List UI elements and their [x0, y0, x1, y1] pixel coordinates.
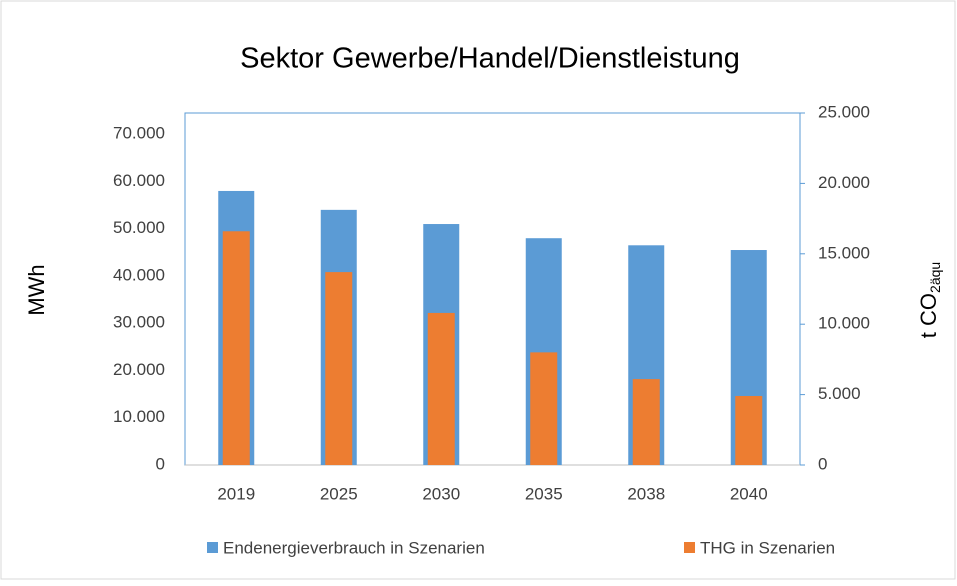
- x-tick-label: 2019: [217, 484, 255, 503]
- y-tick-label: 70.000: [113, 124, 165, 143]
- y-tick-label: 50.000: [113, 218, 165, 237]
- y2-tick-label: 10.000: [818, 314, 870, 333]
- y-tick-label: 60.000: [113, 171, 165, 190]
- y2-tick-label: 5.000: [818, 384, 861, 403]
- y2-tick-label: 0: [818, 454, 827, 473]
- y2-tick-label: 20.000: [818, 173, 870, 192]
- legend-label: Endenergieverbrauch in Szenarien: [223, 538, 485, 557]
- y2-tick-label: 15.000: [818, 243, 870, 262]
- y-tick-label: 40.000: [113, 265, 165, 284]
- x-tick-label: 2025: [320, 484, 358, 503]
- y2-axis-label-text: t CO: [916, 293, 941, 338]
- bar: [427, 312, 455, 465]
- y-tick-label: 0: [156, 454, 165, 473]
- chart-title: Sektor Gewerbe/Handel/Dienstleistung: [240, 43, 740, 75]
- legend-swatch: [684, 542, 695, 553]
- y-tick-label: 30.000: [113, 313, 165, 332]
- x-tick-label: 2038: [627, 484, 665, 503]
- y2-axis-label-subscript: 2äqu: [927, 262, 943, 293]
- legend-swatch: [207, 542, 218, 553]
- bar: [325, 272, 353, 465]
- y-tick-label: 10.000: [113, 407, 165, 426]
- x-tick-label: 2030: [422, 484, 460, 503]
- y2-tick-label: 25.000: [818, 102, 870, 121]
- x-tick-label: 2040: [730, 484, 768, 503]
- y2-axis-label: t CO2äqu: [916, 262, 943, 338]
- y-axis-label: MWh: [24, 264, 49, 315]
- x-tick-label: 2035: [525, 484, 563, 503]
- bar: [632, 379, 660, 465]
- bar: [735, 396, 763, 465]
- y-tick-label: 20.000: [113, 360, 165, 379]
- bar: [222, 231, 250, 465]
- legend-label: THG in Szenarien: [700, 538, 835, 557]
- bar: [530, 352, 558, 465]
